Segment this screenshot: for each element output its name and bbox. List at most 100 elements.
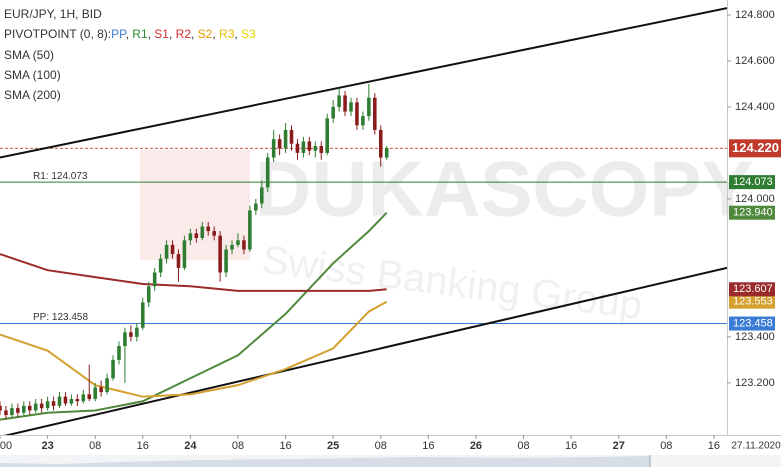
candle-body <box>242 240 246 250</box>
candle-body <box>265 157 270 188</box>
x-tick-label: 00 <box>0 440 12 452</box>
sma-line <box>0 253 387 292</box>
candle-body <box>194 233 199 238</box>
candle-body <box>69 398 74 404</box>
separator: , <box>191 27 198 41</box>
legend-item: S3 <box>241 27 256 41</box>
x-tick-label: 27 <box>613 440 625 452</box>
level-axis-label: 124.073 <box>733 176 773 188</box>
candle-body <box>200 226 205 238</box>
candle-body <box>51 401 56 406</box>
chart-title: EUR/JPY, 1H, BID <box>4 7 102 21</box>
x-tick-label: 08 <box>375 440 387 452</box>
indicator-legend: PIVOTPOINT (0, 8):PP, R1, S1, R2, S2, R3… <box>4 27 256 41</box>
sma-axis-box <box>729 282 775 297</box>
candle-body <box>349 102 353 112</box>
candle-body <box>0 405 2 411</box>
candle-body <box>123 332 127 347</box>
candle-body <box>271 139 276 158</box>
candle-body <box>87 394 92 399</box>
candle-body <box>373 97 377 130</box>
candle-body <box>111 359 115 379</box>
candle-body <box>63 396 68 404</box>
x-tick-label: 16 <box>422 440 434 452</box>
candle-body <box>164 244 169 259</box>
plot-area <box>0 7 727 435</box>
watermark-logo <box>140 150 250 260</box>
sma-axis-label: 123.940 <box>733 207 773 219</box>
candle-body <box>313 146 318 151</box>
separator: , <box>126 27 133 41</box>
legend-item: R3 <box>219 27 235 41</box>
legend-entry: SMA (50) <box>4 48 54 62</box>
candle-body <box>295 143 300 153</box>
sma-line <box>0 300 388 398</box>
separator: , <box>212 27 219 41</box>
candle-body <box>105 378 109 393</box>
candle-body <box>307 141 312 151</box>
y-tick-label: 124.400 <box>735 101 775 113</box>
watermark: DUKASCOPY Swiss Banking Group <box>140 145 753 328</box>
y-tick-label: 124.600 <box>735 55 775 67</box>
level-axis-box <box>729 175 775 190</box>
x-tick-label: 26 <box>470 440 482 452</box>
current-price-box <box>729 139 781 158</box>
level-axis-box <box>729 316 775 331</box>
legend-item: S1 <box>154 27 169 41</box>
x-tick-label: 16 <box>565 440 577 452</box>
candle-body <box>361 116 365 126</box>
candle-body <box>367 97 371 117</box>
candle-body <box>10 408 14 416</box>
x-tick-label: 16 <box>137 440 149 452</box>
sma-axis-label: 123.553 <box>733 296 773 308</box>
candle-body <box>319 146 324 153</box>
candle-body <box>212 231 216 236</box>
candle-body <box>75 398 80 402</box>
legend-entry: SMA (200) <box>4 88 61 102</box>
candle-body <box>206 226 211 232</box>
y-tick-label: 123.200 <box>735 377 775 389</box>
candle-body <box>39 403 44 409</box>
candle-body <box>4 410 8 416</box>
candle-body <box>236 240 240 245</box>
x-tick-label: 08 <box>517 440 529 452</box>
date-label: 27.11.2020 <box>731 441 781 452</box>
candle-body <box>140 302 145 328</box>
x-tick-label: 24 <box>184 440 197 452</box>
candle-body <box>283 129 288 149</box>
candle-body <box>16 408 20 413</box>
x-tick-label: 16 <box>708 440 720 452</box>
level-label: R1: 124.073 <box>33 171 88 182</box>
candle-body <box>93 387 97 399</box>
sma-axis-box <box>729 294 775 309</box>
watermark-text: DUKASCOPY <box>255 145 753 233</box>
candle-body <box>337 95 341 107</box>
trend-line <box>0 7 727 159</box>
candle-body <box>384 148 389 158</box>
legend-entry: SMA (100) <box>4 68 61 82</box>
sma-line <box>0 212 388 421</box>
candle-body <box>230 244 234 250</box>
separator: , <box>234 27 241 41</box>
x-tick-label: 23 <box>41 440 53 452</box>
level-axis-label: 123.458 <box>733 317 773 329</box>
candle-body <box>117 346 121 360</box>
trend-line <box>3 266 727 435</box>
sma-axis-box <box>729 205 775 220</box>
legend-item: R2 <box>176 27 192 41</box>
candle-body <box>289 129 294 144</box>
x-tick-label: 08 <box>232 440 244 452</box>
candle-body <box>331 106 335 119</box>
candle-body <box>254 203 258 211</box>
separator: , <box>169 27 176 41</box>
level-label: PP: 123.458 <box>33 312 88 323</box>
candle-body <box>170 244 175 255</box>
candle-body <box>259 187 264 204</box>
candle-body <box>33 403 38 411</box>
candle-body <box>378 129 383 158</box>
x-tick-label: 08 <box>89 440 101 452</box>
candle-body <box>158 258 163 273</box>
x-tick-label: 08 <box>660 440 672 452</box>
candle-body <box>277 139 282 149</box>
